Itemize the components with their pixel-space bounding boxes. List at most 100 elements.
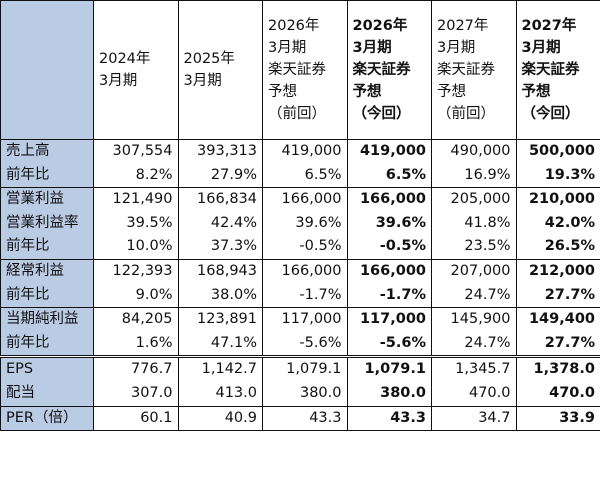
table-cell: 37.3% <box>177 235 263 260</box>
row-label: 前年比 <box>0 283 94 308</box>
header-corner-cell <box>0 0 94 140</box>
table-cell: 19.3% <box>515 163 600 188</box>
table-cell: 27.9% <box>177 163 263 188</box>
table-cell: 24.7% <box>431 331 517 357</box>
header-fy2026-current: 2026年 3月期 楽天証券 予想 （今回） <box>346 0 432 140</box>
table-cell: -0.5% <box>262 235 348 260</box>
table-cell: -5.6% <box>346 331 432 357</box>
table-cell: 6.5% <box>346 163 432 188</box>
table-cell: 39.6% <box>346 211 432 236</box>
table-cell: 380.0 <box>346 381 432 407</box>
table-cell: 205,000 <box>431 187 517 212</box>
table-cell: 1,142.7 <box>177 355 263 382</box>
table-cell: 40.9 <box>177 405 263 431</box>
row-label: 営業利益 <box>0 187 94 212</box>
table-row-revenue-yoy: 前年比 8.2% 27.9% 6.5% 6.5% 16.9% 19.3% <box>0 163 600 188</box>
table-cell: 16.9% <box>431 163 517 188</box>
table-cell: 6.5% <box>262 163 348 188</box>
table-cell: 307,554 <box>93 139 179 164</box>
table-cell: 307.0 <box>93 381 179 407</box>
table-cell: 470.0 <box>515 381 600 407</box>
row-label: 売上高 <box>0 139 94 164</box>
header-fy2025: 2025年 3月期 <box>177 0 263 140</box>
table-row-ordinary-profit: 経常利益 122,393 168,943 166,000 166,000 207… <box>0 258 600 284</box>
table-cell: 39.6% <box>262 211 348 236</box>
table-cell: -0.5% <box>346 235 432 260</box>
table-cell: 1,079.1 <box>262 355 348 382</box>
table-cell: 9.0% <box>93 283 179 308</box>
table-cell: 24.7% <box>431 283 517 308</box>
row-label: 当期純利益 <box>0 307 94 332</box>
table-cell: 168,943 <box>177 258 263 284</box>
row-label: PER（倍） <box>0 405 94 431</box>
table-cell: -1.7% <box>346 283 432 308</box>
header-line: 予想 <box>521 84 551 100</box>
table-cell: 166,000 <box>346 258 432 284</box>
table-cell: 500,000 <box>515 139 600 164</box>
row-label: 配当 <box>0 381 94 407</box>
table-cell: 47.1% <box>177 331 263 357</box>
table-row-operating-margin: 営業利益率 39.5% 42.4% 39.6% 39.6% 41.8% 42.0… <box>0 211 600 236</box>
table-cell: 42.0% <box>515 211 600 236</box>
table-cell: 117,000 <box>346 307 432 332</box>
header-line: 3月期 <box>437 40 476 56</box>
row-label: EPS <box>0 355 94 382</box>
header-line: 2024年 <box>99 51 151 67</box>
header-line: 楽天証券 <box>352 62 411 78</box>
header-fy2027-previous: 2027年 3月期 楽天証券 予想 （前回） <box>431 0 517 140</box>
table-cell: -1.7% <box>262 283 348 308</box>
table-cell: 1,345.7 <box>431 355 517 382</box>
header-line: 3月期 <box>268 40 307 56</box>
header-line: 楽天証券 <box>268 62 326 78</box>
table-cell: 27.7% <box>515 331 600 357</box>
table-cell: 34.7 <box>431 405 517 431</box>
header-line: 予想 <box>352 84 382 100</box>
table-cell: -5.6% <box>262 331 348 357</box>
header-line: 2027年 <box>437 18 489 34</box>
header-fy2026-previous: 2026年 3月期 楽天証券 予想 （前回） <box>262 0 348 140</box>
header-line: （今回） <box>521 106 580 122</box>
table-cell: 121,490 <box>93 187 179 212</box>
table-cell: 41.8% <box>431 211 517 236</box>
row-label: 経常利益 <box>0 258 94 284</box>
table-cell: 210,000 <box>515 187 600 212</box>
header-line: 楽天証券 <box>521 62 580 78</box>
table-cell: 10.0% <box>93 235 179 260</box>
table-cell: 380.0 <box>262 381 348 407</box>
table-cell: 212,000 <box>515 258 600 284</box>
header-line: 2027年 <box>521 18 577 34</box>
table-cell: 43.3 <box>262 405 348 431</box>
table-cell: 166,000 <box>262 187 348 212</box>
row-label: 前年比 <box>0 163 94 188</box>
table-cell: 1,079.1 <box>346 355 432 382</box>
table-cell: 393,313 <box>177 139 263 164</box>
table-row-operating-yoy: 前年比 10.0% 37.3% -0.5% -0.5% 23.5% 26.5% <box>0 235 600 260</box>
table-row-eps: EPS 776.7 1,142.7 1,079.1 1,079.1 1,345.… <box>0 355 600 382</box>
table-cell: 39.5% <box>93 211 179 236</box>
table-row-dividend: 配当 307.0 413.0 380.0 380.0 470.0 470.0 <box>0 381 600 407</box>
table-cell: 419,000 <box>346 139 432 164</box>
row-label: 前年比 <box>0 331 94 357</box>
table-cell: 166,000 <box>262 258 348 284</box>
header-line: （今回） <box>352 106 411 122</box>
header-line: 2026年 <box>268 18 320 34</box>
table-cell: 470.0 <box>431 381 517 407</box>
table-row-ordinary-yoy: 前年比 9.0% 38.0% -1.7% -1.7% 24.7% 27.7% <box>0 283 600 308</box>
earnings-forecast-table: 2024年 3月期 2025年 3月期 2026年 3月期 楽天証券 予想 （前… <box>0 0 600 432</box>
row-label: 前年比 <box>0 235 94 260</box>
table-cell: 1.6% <box>93 331 179 357</box>
header-line: （前回） <box>437 106 495 122</box>
table-cell: 1,378.0 <box>515 355 600 382</box>
header-line: 3月期 <box>99 73 138 89</box>
header-line: （前回） <box>268 106 326 122</box>
table-cell: 413.0 <box>177 381 263 407</box>
table-cell: 166,834 <box>177 187 263 212</box>
table-cell: 419,000 <box>262 139 348 164</box>
table-cell: 8.2% <box>93 163 179 188</box>
table-cell: 60.1 <box>93 405 179 431</box>
table-cell: 84,205 <box>93 307 179 332</box>
table-cell: 123,891 <box>177 307 263 332</box>
table-cell: 776.7 <box>93 355 179 382</box>
table-cell: 26.5% <box>515 235 600 260</box>
